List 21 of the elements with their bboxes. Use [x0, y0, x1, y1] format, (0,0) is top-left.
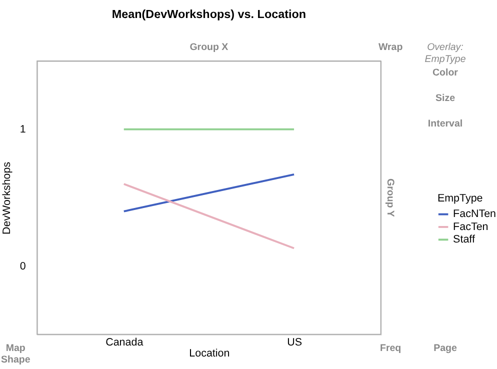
y-axis-title: DevWorkshops — [1, 162, 14, 234]
legend-label: Staff — [453, 234, 475, 246]
x-axis-title: Location — [189, 347, 230, 360]
legend-label: FacNTen — [453, 208, 496, 220]
text: Freq — [380, 342, 402, 354]
y-tick-label: 1 — [20, 124, 26, 136]
chart-title: Mean(DevWorkshops) vs. Location — [112, 8, 306, 22]
text: Overlay: EmpType — [424, 42, 466, 65]
text: Wrap — [378, 42, 403, 54]
text: Color — [432, 68, 458, 79]
y-tick-label: 0 — [20, 260, 26, 272]
text: Map Shape — [0, 342, 31, 366]
text: Group Y — [384, 178, 396, 218]
text: Page — [434, 342, 458, 354]
legend-label: FacTen — [453, 220, 488, 233]
text: Interval — [428, 118, 463, 130]
legend-title: EmpType — [437, 192, 483, 205]
text: Group X — [190, 42, 229, 54]
x-tick-label: US — [287, 336, 302, 349]
x-tick-label: Canada — [106, 336, 144, 349]
text: Size — [435, 93, 456, 104]
